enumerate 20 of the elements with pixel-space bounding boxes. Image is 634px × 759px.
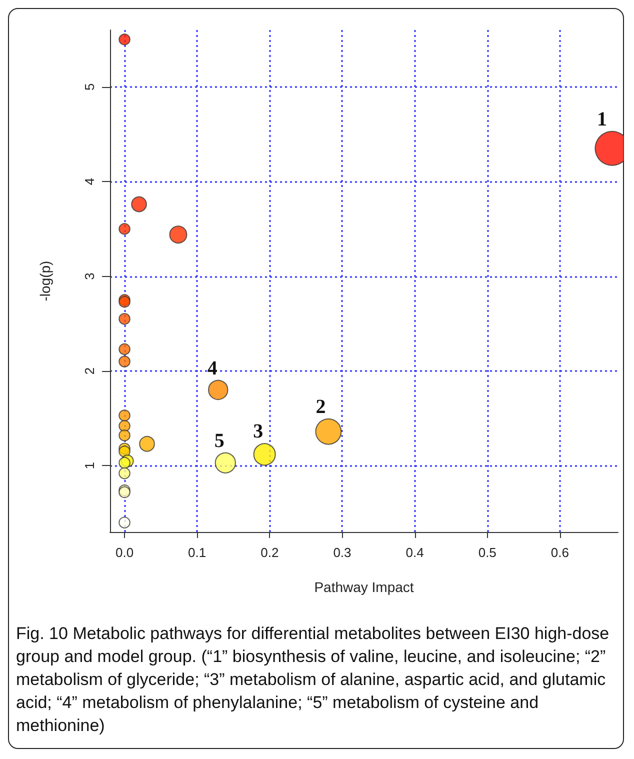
x-tick-label: 0.6 <box>550 545 569 560</box>
annotation: 2 <box>316 396 326 418</box>
y-tick-label: 2 <box>82 367 97 375</box>
x-tick-label: 0.0 <box>115 545 134 560</box>
caption: Fig. 10 Metabolic pathways for differential metabolites between EI30 high-dose group and model group. (“1” biosynthesis of valine, leucine, and isoleucine; “2” metabolism of glyceride; “3” metabolism of alanine, aspartic acid, and glutamic acid; “4” metabolism of phenylalanine; “5” metabolism of cysteine and methionine) <box>16 623 610 737</box>
x-tick-label: 0.5 <box>478 545 496 560</box>
y-tick-label: 1 <box>82 462 97 470</box>
annotation: 1 <box>596 108 607 130</box>
y-tick-label: 4 <box>82 178 97 186</box>
annotation: 3 <box>253 420 264 443</box>
x-axis-title: Pathway Impact <box>314 579 414 595</box>
x-tick-label: 0.3 <box>333 545 352 560</box>
x-tick-label: 0.1 <box>188 545 206 560</box>
x-tick-label: 0.2 <box>260 545 279 560</box>
y-tick-label: 5 <box>82 83 97 90</box>
y-tick-label: 3 <box>82 272 97 280</box>
x-tick-label: 0.4 <box>406 545 424 560</box>
y-axis-title: -log(p) <box>37 260 53 302</box>
annotation: 5 <box>214 430 224 452</box>
annotation: 4 <box>207 357 218 380</box>
